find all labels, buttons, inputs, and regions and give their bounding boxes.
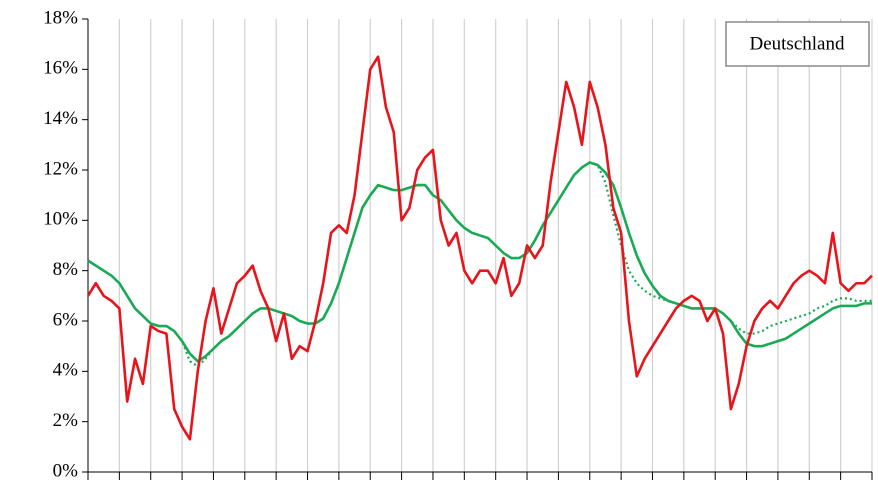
series-line (87, 161, 872, 363)
y-tick-label: 6% (53, 309, 79, 330)
y-tick-label: 8% (53, 259, 79, 280)
chart-title: Deutschland (750, 33, 845, 54)
y-tick-label: 0% (53, 460, 79, 481)
y-tick-label: 2% (53, 410, 79, 431)
y-tick-label: 4% (53, 360, 79, 381)
series-line (87, 161, 872, 368)
title-box (725, 21, 870, 67)
y-tick-label: 18% (43, 7, 78, 28)
y-tick-label: 12% (43, 158, 78, 179)
y-tick-label: 10% (43, 209, 78, 230)
y-tick-label: 16% (43, 58, 78, 79)
series-line (86, 55, 873, 441)
y-tick-label: 14% (43, 108, 78, 129)
